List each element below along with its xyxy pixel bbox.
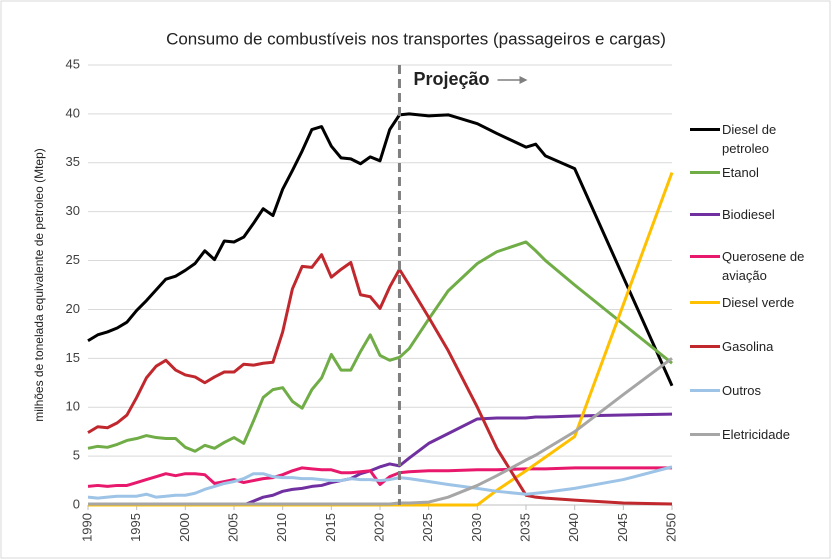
y-tick-label: 5 [73,448,80,463]
y-tick-label: 30 [66,203,80,218]
series-line [87,466,672,488]
legend-item: Querosene de aviação [690,247,817,285]
x-tick-label: 1990 [79,513,94,542]
y-axis-label: milhões de tonelada equivalente de petro… [32,148,46,422]
legend-label: Diesel de petroleo [722,122,777,156]
legend-label: Etanol [722,165,759,180]
y-tick-label: 0 [73,496,80,511]
legend-swatch [690,301,720,304]
legend-label: Diesel verde [722,295,795,310]
x-tick-label: 2005 [225,513,240,542]
annotation: Projeção [413,69,489,89]
legend-swatch [690,213,720,216]
x-tick-label: 2040 [566,513,581,542]
y-tick-label: 35 [66,154,80,169]
x-tick-label: 2025 [420,513,435,542]
legend-item: Biodiesel [690,205,817,224]
x-tick-label: 2000 [177,513,192,542]
legend-swatch [690,255,720,258]
y-tick-label: 20 [66,301,80,316]
y-tick-label: 25 [66,252,80,267]
series-line [87,112,674,387]
legend-label: Querosene de aviação [722,249,805,283]
legend-label: Outros [722,383,762,398]
legend-label: Eletricidade [722,427,790,442]
legend-item: Gasolina [690,337,817,356]
x-tick-label: 2010 [274,513,289,542]
legend-item: Etanol [690,163,817,182]
y-tick-label: 40 [66,105,80,120]
legend-swatch [690,389,720,392]
series-line [88,357,673,506]
legend-label: Gasolina [722,339,774,354]
x-tick-label: 2035 [517,513,532,542]
legend-item: Outros [690,381,817,400]
series-line [87,253,673,506]
legend-item: Eletricidade [690,425,817,444]
chart-title: Consumo de combustíveis nos transportes … [166,29,666,48]
y-tick-label: 10 [66,399,80,414]
legend-swatch [690,128,720,131]
x-tick-label: 2015 [323,513,338,542]
legend-swatch [690,171,720,174]
y-tick-label: 15 [66,350,80,365]
x-tick-label: 2045 [615,513,630,542]
x-tick-label: 2030 [469,513,484,542]
legend-label: Biodiesel [722,207,775,222]
x-tick-label: 2020 [371,513,386,542]
legend-swatch [690,345,720,348]
legend-swatch [690,433,720,436]
legend-item: Diesel verde [690,293,817,312]
legend-item: Diesel de petroleo [690,120,817,158]
y-tick-label: 45 [66,56,80,71]
annotation-arrowhead [519,76,528,84]
series-line [87,240,673,453]
x-tick-label: 1995 [128,513,143,542]
x-tick-label: 2050 [663,513,678,542]
